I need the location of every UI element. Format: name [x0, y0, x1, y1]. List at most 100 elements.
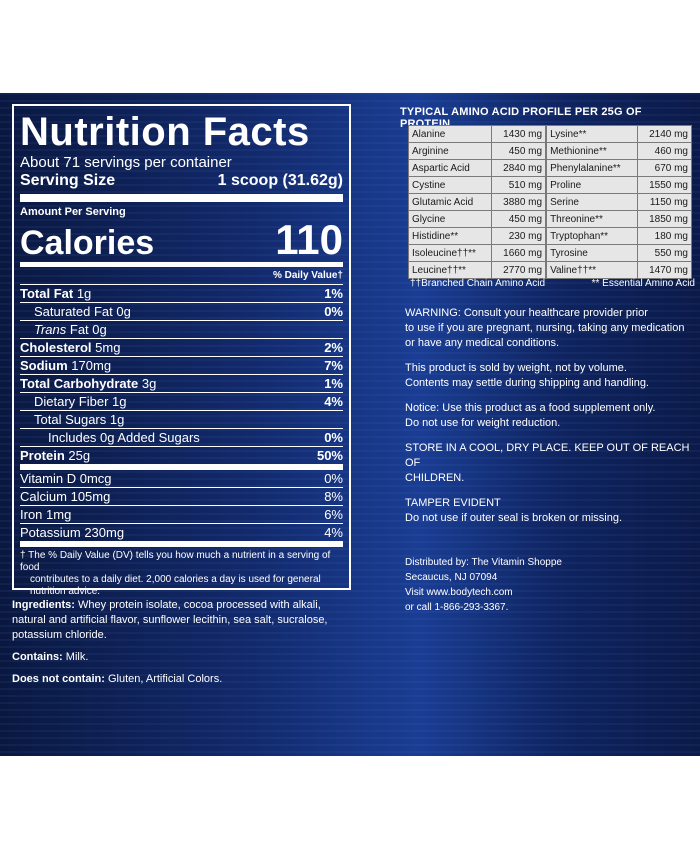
ingredients-section: Ingredients: Whey protein isolate, cocoa… — [12, 598, 357, 694]
nutrient-dv: 1% — [324, 376, 343, 391]
calories-value: 110 — [275, 216, 343, 263]
nutrition-facts-title: Nutrition Facts — [20, 110, 310, 154]
amino-value: 460 mg — [637, 142, 692, 160]
amino-name: Valine††** — [545, 261, 639, 279]
amino-name: Threonine** — [545, 210, 639, 228]
amino-name: Methionine** — [545, 142, 639, 160]
amino-value: 450 mg — [491, 142, 548, 160]
nutrient-label: Total Fat — [20, 286, 74, 301]
nutrient-amount: 0g — [116, 304, 131, 319]
amino-value: 2140 mg — [637, 125, 692, 143]
amino-name: Alanine — [407, 125, 493, 143]
weight-line: Contents may settle during shipping and … — [405, 377, 649, 389]
warning-line: or have any medical conditions. — [405, 337, 560, 349]
warning-paragraph: WARNING: Consult your healthcare provide… — [405, 306, 695, 351]
amino-value: 550 mg — [637, 244, 692, 262]
amount-per-serving: Amount Per Serving — [20, 206, 126, 218]
amino-name: Glutamic Acid — [407, 193, 493, 211]
nutrient-label: Calcium — [20, 489, 67, 504]
nutrient-amount: Fat 0g — [69, 322, 107, 337]
notice-line: Do not use for weight reduction. — [405, 417, 561, 429]
nutrient-dv: 7% — [324, 358, 343, 373]
amino-name: Aspartic Acid — [407, 159, 493, 177]
nutrient-amount: 1g — [109, 412, 125, 427]
nutrient-row-sodium: Sodium 170mg 7% — [20, 357, 343, 375]
amino-value: 2770 mg — [491, 261, 548, 279]
amino-name: Phenylalanine** — [545, 159, 639, 177]
amino-value: 1430 mg — [491, 125, 548, 143]
does-not-contain-text: Gluten, Artificial Colors. — [107, 673, 223, 685]
amino-name: Arginine — [407, 142, 493, 160]
storage-paragraph: STORE IN A COOL, DRY PLACE. KEEP OUT OF … — [405, 441, 695, 486]
table-row: Isoleucine††** 1660 mg Tyrosine 550 mg — [407, 244, 692, 262]
nutrient-row-total-fat: Total Fat 1g 1% — [20, 285, 343, 303]
nutrient-dv: 50% — [316, 448, 343, 463]
nutrient-label: Total Carbohydrate — [20, 376, 139, 391]
amino-value: 1470 mg — [637, 261, 692, 279]
amino-name: Lysine** — [545, 125, 639, 143]
nutrient-row-protein: Protein 25g 50% — [20, 447, 343, 470]
essential-note: ** Essential Amino Acid — [591, 278, 695, 289]
distributor-line: or call 1-866-293-3367. — [405, 602, 509, 613]
ingredients-label: Ingredients: — [12, 599, 75, 611]
nutrient-dv: 8% — [324, 489, 343, 504]
tamper-line: Do not use if outer seal is broken or mi… — [405, 512, 623, 524]
amino-name: Tyrosine — [545, 244, 639, 262]
does-not-contain-label: Does not contain: — [12, 673, 105, 685]
contains-paragraph: Contains: Milk. — [12, 650, 357, 665]
serving-size-label: Serving Size — [20, 172, 116, 189]
amino-value: 1660 mg — [491, 244, 548, 262]
nutrient-amount: 5mg — [95, 340, 121, 355]
nutrient-label: Cholesterol — [20, 340, 92, 355]
nutrient-label: Saturated Fat — [34, 304, 113, 319]
amino-value: 1850 mg — [637, 210, 692, 228]
storage-line: CHILDREN. — [405, 472, 465, 484]
nutrient-row-vitamin-d: Vitamin D 0mcg 0% — [20, 470, 343, 488]
contains-label: Contains: — [12, 651, 63, 663]
amino-footnotes: ††Branched Chain Amino Acid ** Essential… — [410, 278, 695, 289]
amino-name: Tryptophan** — [545, 227, 639, 245]
nutrient-amount: 0mcg — [79, 471, 112, 486]
amino-name: Isoleucine††** — [407, 244, 493, 262]
nutrient-amount: 1mg — [46, 507, 72, 522]
bcaa-note: ††Branched Chain Amino Acid — [410, 278, 546, 289]
amino-value: 230 mg — [491, 227, 548, 245]
amino-value: 1150 mg — [637, 193, 692, 211]
amino-value: 2840 mg — [491, 159, 548, 177]
daily-value-footnote: † The % Daily Value (DV) tells you how m… — [20, 550, 343, 598]
distributor-line: Distributed by: The Vitamin Shoppe — [405, 557, 562, 568]
nutrient-label: Sodium — [20, 358, 68, 373]
nutrient-label: Iron — [20, 507, 43, 522]
nutrient-amount: 1g — [76, 286, 92, 301]
amino-name: Leucine††** — [407, 261, 493, 279]
nutrient-dv: 4% — [324, 525, 343, 540]
amino-value: 1550 mg — [637, 176, 692, 194]
notice-paragraph: Notice: Use this product as a food suppl… — [405, 401, 695, 431]
nutrient-row-dietary-fiber: Dietary Fiber 1g 4% — [20, 393, 343, 411]
amino-value: 510 mg — [491, 176, 548, 194]
amino-value: 450 mg — [491, 210, 548, 228]
amino-name: Histidine** — [407, 227, 493, 245]
calories-label: Calories — [20, 224, 155, 262]
table-row: Cystine 510 mg Proline 1550 mg — [407, 176, 692, 194]
table-row: Arginine 450 mg Methionine** 460 mg — [407, 142, 692, 160]
nutrient-row-total-carbohydrate: Total Carbohydrate 3g 1% — [20, 375, 343, 393]
nutrient-amount: 1g — [112, 394, 127, 409]
distributor-line: Visit www.bodytech.com — [405, 587, 513, 598]
nutrient-label: Dietary Fiber — [34, 394, 109, 409]
nutrient-amount: 105mg — [70, 489, 111, 504]
warning-line: to use if you are pregnant, nursing, tak… — [405, 322, 685, 334]
nutrient-dv: 6% — [324, 507, 343, 522]
nutrient-amount: 3g — [141, 376, 157, 391]
nutrient-label: Trans — [34, 322, 67, 337]
distributor-info: Distributed by: The Vitamin Shoppe Secau… — [405, 555, 695, 615]
calories-row: Calories 110 — [20, 218, 343, 267]
amino-value: 3880 mg — [491, 193, 548, 211]
nutrient-row-potassium: Potassium 230mg 4% — [20, 524, 343, 547]
nutrient-label: Total Sugars — [34, 412, 107, 427]
storage-line: STORE IN A COOL, DRY PLACE. KEEP OUT OF … — [405, 442, 690, 469]
nutrient-row-added-sugars: Includes 0g Added Sugars 0% — [20, 429, 343, 447]
nutrient-label: Potassium — [20, 525, 81, 540]
nutrient-dv: 0% — [324, 471, 343, 486]
servings-per-container: About 71 servings per container — [20, 154, 232, 171]
